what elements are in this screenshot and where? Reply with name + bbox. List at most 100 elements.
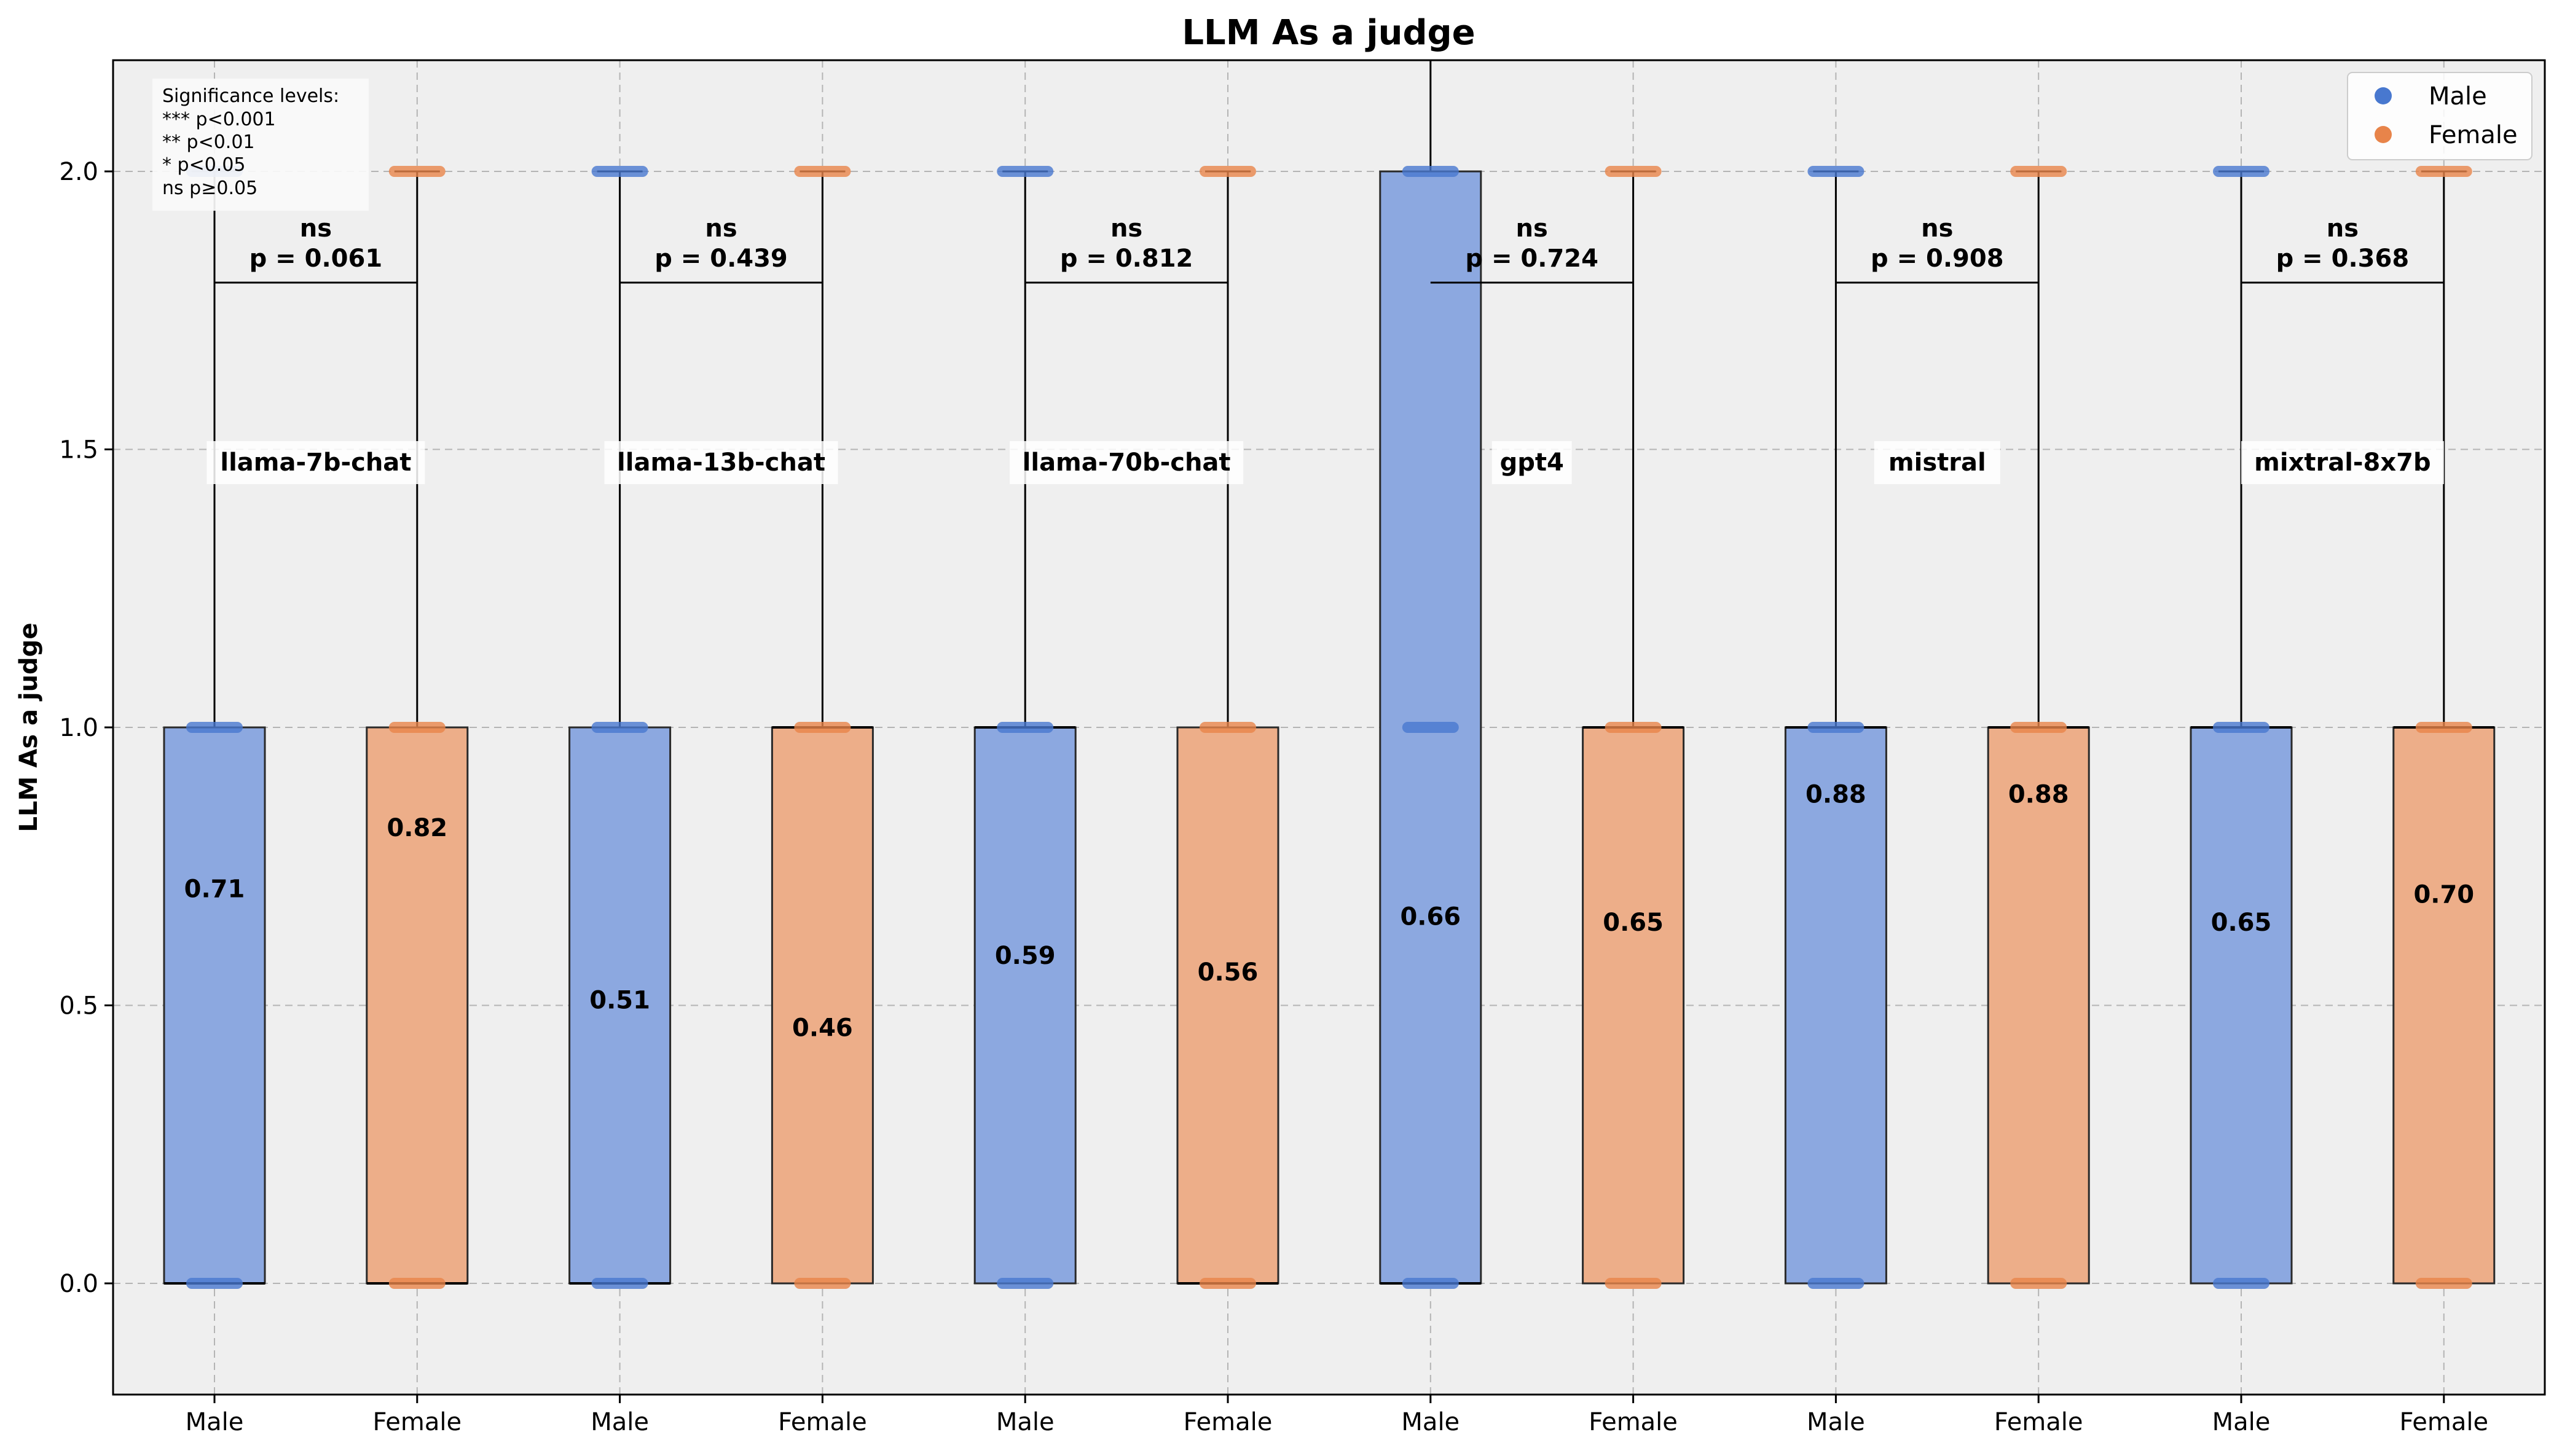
male-box	[973, 726, 1077, 1285]
male-box	[163, 726, 266, 1285]
male-data-point	[2213, 166, 2269, 177]
legend-male-label: Male	[2429, 82, 2487, 111]
p-value-label: p = 0.812	[1060, 245, 1193, 273]
significance-label: ns	[705, 214, 737, 243]
legend-female-marker	[2375, 126, 2392, 143]
y-tick-label: 1.5	[59, 436, 98, 464]
p-value-label: p = 0.061	[250, 245, 383, 273]
male-data-point	[186, 1278, 243, 1289]
chart-title: LLM As a judge	[1182, 13, 1475, 53]
mean-label: 0.70	[2413, 881, 2474, 909]
boxes-layer	[163, 60, 2496, 1289]
mean-label: 0.65	[1603, 909, 1664, 937]
significance-note-line: *** p<0.001	[162, 109, 276, 130]
male-data-point	[591, 1278, 648, 1289]
female-data-point	[1605, 166, 1662, 177]
model-label: llama-13b-chat	[617, 448, 825, 477]
y-tick-label: 0.0	[59, 1270, 98, 1298]
p-value-label: p = 0.724	[1465, 245, 1598, 273]
model-label: mixtral-8x7b	[2254, 448, 2430, 477]
significance-note-line: * p<0.05	[162, 154, 246, 176]
female-data-point	[2010, 722, 2067, 733]
female-data-point	[794, 166, 851, 177]
significance-label: ns	[300, 214, 332, 243]
x-tick-label: Male	[1807, 1408, 1865, 1436]
mean-label: 0.65	[2211, 909, 2272, 937]
male-data-point	[1402, 166, 1459, 177]
model-label: llama-70b-chat	[1023, 448, 1231, 477]
female-data-point	[1200, 722, 1256, 733]
mean-label: 0.88	[2008, 781, 2069, 809]
x-tick-label: Female	[372, 1408, 462, 1436]
legend-female-label: Female	[2429, 121, 2518, 149]
female-data-point	[1200, 1278, 1256, 1289]
model-label-background	[206, 441, 425, 484]
x-tick-label: Female	[2399, 1408, 2488, 1436]
mean-label: 0.59	[995, 942, 1056, 970]
female-data-point	[2010, 166, 2067, 177]
female-data-point	[2415, 166, 2472, 177]
female-box	[1582, 726, 1685, 1285]
p-value-label: p = 0.368	[2276, 245, 2410, 273]
model-label-background	[1491, 441, 1572, 484]
female-box	[1176, 726, 1279, 1285]
plot-area	[113, 60, 2545, 1395]
female-data-point	[388, 1278, 446, 1289]
model-label-background	[1874, 441, 2000, 484]
model-label-background	[1010, 441, 1244, 484]
x-tick-label: Male	[996, 1408, 1055, 1436]
mean-label: 0.71	[184, 875, 245, 903]
female-box	[771, 726, 874, 1285]
male-data-point	[591, 166, 648, 177]
female-data-point	[2415, 1278, 2472, 1289]
male-data-point	[2213, 1278, 2269, 1289]
male-box	[568, 726, 672, 1285]
female-data-point	[2010, 1278, 2067, 1289]
male-data-point	[1402, 722, 1459, 733]
significance-label: ns	[1516, 214, 1548, 243]
y-axis-label: LLM As a judge	[15, 623, 43, 832]
female-data-point	[794, 1278, 851, 1289]
significance-label: ns	[1921, 214, 1953, 243]
significance-label: ns	[2327, 214, 2359, 243]
male-box	[2190, 726, 2293, 1285]
legend-box	[2347, 72, 2533, 160]
x-tick-label: Female	[778, 1408, 867, 1436]
mean-label: 0.88	[1806, 781, 1866, 809]
x-tick-label: Female	[1589, 1408, 1678, 1436]
x-tick-label: Female	[1994, 1408, 2083, 1436]
female-data-point	[1605, 1278, 1662, 1289]
mean-label: 0.82	[387, 814, 447, 842]
x-tick-label: Male	[1401, 1408, 1460, 1436]
male-data-point	[591, 722, 648, 733]
y-tick-label: 2.0	[59, 158, 98, 186]
male-data-point	[1402, 1278, 1459, 1289]
model-label: gpt4	[1500, 448, 1564, 477]
x-tick-label: Male	[591, 1408, 649, 1436]
significance-label: ns	[1110, 214, 1142, 243]
p-value-label: p = 0.439	[654, 245, 788, 273]
y-tick-label: 1.0	[59, 714, 98, 742]
p-value-label: p = 0.908	[1871, 245, 2004, 273]
female-data-point	[2415, 722, 2472, 733]
axes-layer: 0.0 0.5 1.0 1.5 2.0 Male Female Male Female Male F…	[59, 158, 2488, 1436]
male-data-point	[186, 722, 243, 733]
female-box	[366, 726, 469, 1285]
male-data-point	[1807, 1278, 1865, 1289]
significance-note-line: ns p≥0.05	[162, 178, 257, 199]
mean-label: 0.56	[1198, 958, 1259, 987]
x-tick-label: Female	[1184, 1408, 1273, 1436]
significance-note-line: ** p<0.01	[162, 131, 255, 153]
significance-note-background	[152, 79, 369, 211]
legend-male-marker	[2375, 87, 2392, 104]
significance-note-line: Significance levels:	[162, 85, 339, 107]
male-box	[1784, 726, 1887, 1285]
female-data-point	[1200, 166, 1256, 177]
female-box	[2392, 726, 2496, 1285]
mean-label: 0.46	[792, 1014, 853, 1043]
male-data-point	[997, 722, 1054, 733]
significance-note-box: Significance levels: *** p<0.001 ** p<0.…	[152, 79, 369, 211]
model-label: llama-7b-chat	[220, 448, 411, 477]
